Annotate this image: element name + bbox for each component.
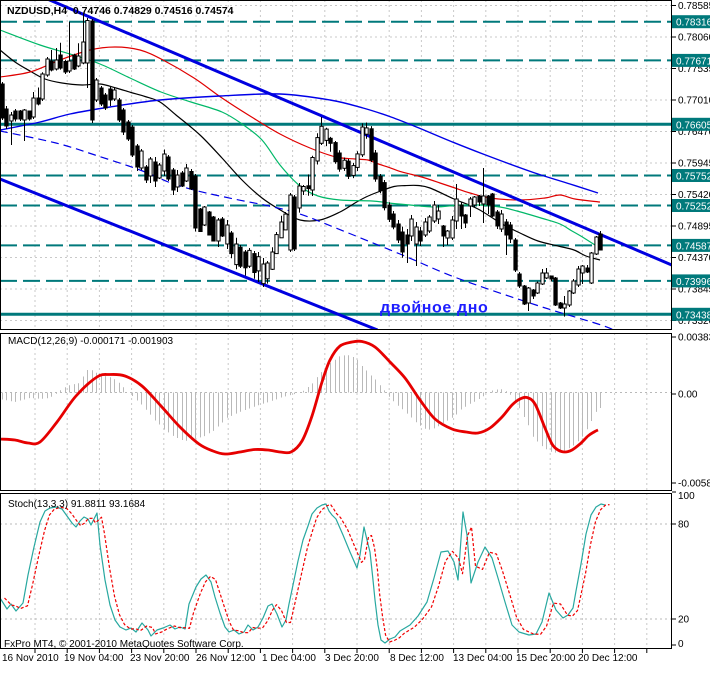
svg-text:0.73996: 0.73996 <box>676 277 710 288</box>
svg-text:3 Dec 20:00: 3 Dec 20:00 <box>325 653 379 664</box>
svg-text:16 Nov 2010: 16 Nov 2010 <box>2 653 59 664</box>
svg-text:0.00383: 0.00383 <box>678 333 710 344</box>
svg-text:Stoch(13,3,3) 91.8811 93.1684: Stoch(13,3,3) 91.8811 93.1684 <box>8 499 146 510</box>
svg-text:0.76605: 0.76605 <box>676 120 710 131</box>
svg-text:0.75252: 0.75252 <box>676 202 710 213</box>
svg-text:двойное дно: двойное дно <box>380 300 488 317</box>
svg-text:0.73845: 0.73845 <box>678 285 710 296</box>
svg-text:13 Dec 04:00: 13 Dec 04:00 <box>453 653 513 664</box>
svg-text:20: 20 <box>678 615 690 626</box>
svg-text:0.73438: 0.73438 <box>676 310 710 321</box>
svg-text:0.77535: 0.77535 <box>678 64 710 75</box>
svg-text:20 Dec 12:00: 20 Dec 12:00 <box>578 653 638 664</box>
svg-text:15 Dec 20:00: 15 Dec 20:00 <box>516 653 576 664</box>
svg-text:MACD(12,26,9) -0.000171 -0.001: MACD(12,26,9) -0.000171 -0.001903 <box>8 336 174 347</box>
svg-text:100: 100 <box>678 491 695 502</box>
svg-text:0.78585: 0.78585 <box>678 1 710 12</box>
svg-text:23 Nov 20:00: 23 Nov 20:00 <box>130 653 190 664</box>
svg-text:0.74587: 0.74587 <box>676 241 710 252</box>
svg-text:-0.00582: -0.00582 <box>678 479 710 490</box>
svg-text:0.77671: 0.77671 <box>676 56 710 67</box>
svg-text:FxPro MT4, © 2001-2010 MetaQuo: FxPro MT4, © 2001-2010 MetaQuotes Softwa… <box>4 639 244 650</box>
svg-text:0.78316: 0.78316 <box>676 18 710 29</box>
svg-text:26 Nov 12:00: 26 Nov 12:00 <box>196 653 256 664</box>
svg-text:19 Nov 04:00: 19 Nov 04:00 <box>64 653 124 664</box>
svg-text:1 Dec 04:00: 1 Dec 04:00 <box>262 653 316 664</box>
svg-text:NZDUSD,H4 0.74746 0.74829 0.7: NZDUSD,H4 0.74746 0.74829 0.74516 0.7457… <box>7 5 234 17</box>
svg-text:0.75945: 0.75945 <box>678 159 710 170</box>
svg-text:0.00: 0.00 <box>678 390 698 401</box>
svg-text:80: 80 <box>678 520 690 531</box>
svg-text:8 Dec 12:00: 8 Dec 12:00 <box>390 653 444 664</box>
svg-text:0: 0 <box>678 639 684 650</box>
svg-text:0.75752: 0.75752 <box>676 172 710 183</box>
svg-text:0.74895: 0.74895 <box>678 222 710 233</box>
